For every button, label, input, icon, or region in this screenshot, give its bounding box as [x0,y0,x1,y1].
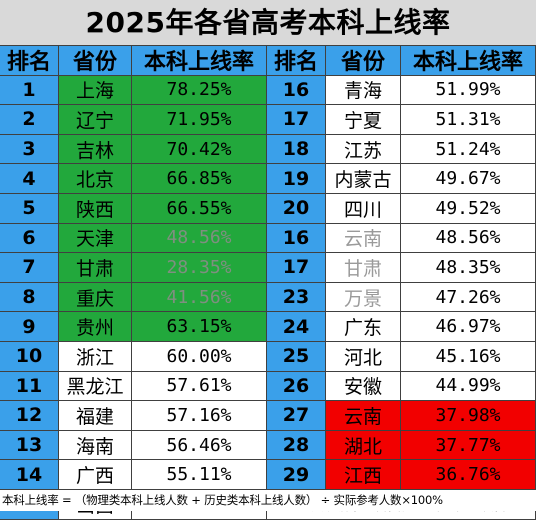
province-cell: 贵州 [59,312,132,342]
rate-cell: 48.56% [132,223,267,254]
rate-cell: 46.97% [401,312,536,342]
rank-cell: 11 [0,371,59,402]
rank-cell: 17 [267,105,326,135]
header-rate-right: 本科上线率 [401,46,536,76]
rate-cell: 48.35% [401,253,536,283]
rate-cell: 36.76% [401,460,536,490]
province-cell: 甘肃 [59,253,132,283]
header-rate-left: 本科上线率 [132,46,267,76]
rate-cell: 41.56% [132,282,267,313]
rate-cell: 28.35% [132,253,267,283]
rate-cell: 51.24% [401,134,536,165]
province-cell: 河北 [326,341,401,372]
rate-cell: 63.15% [132,312,267,342]
province-cell: 吉林 [59,134,132,165]
rank-cell: 16 [267,75,326,106]
province-cell: 广东 [326,312,401,342]
province-cell: 江西 [326,460,401,490]
province-cell: 安徽 [326,371,401,402]
rate-cell: 66.85% [132,164,267,194]
rate-cell: 48.56% [401,223,536,254]
province-cell: 湖北 [326,430,401,461]
province-cell: 内蒙古 [326,164,401,194]
province-cell: 甘肃 [326,253,401,283]
rate-cell: 56.46% [132,430,267,461]
rank-cell: 25 [267,341,326,372]
province-cell: 福建 [59,401,132,431]
rate-cell: 78.25% [132,75,267,106]
rank-cell: 1 [0,75,59,106]
province-cell: 青海 [326,75,401,106]
province-cell: 江苏 [326,134,401,165]
rate-cell: 55.11% [132,460,267,490]
rate-cell: 70.42% [132,134,267,165]
rank-cell: 19 [267,164,326,194]
province-cell: 天津 [59,223,132,254]
rate-cell: 57.16% [132,401,267,431]
table-title: 2025年各省高考本科上线率 [0,0,536,46]
rank-cell: 16 [267,223,326,254]
rank-cell: 10 [0,341,59,372]
rank-cell: 12 [0,401,59,431]
province-cell: 上海 [59,75,132,106]
province-cell: 四川 [326,193,401,224]
rank-cell: 13 [0,430,59,461]
rank-cell: 7 [0,253,59,283]
province-cell: 云南 [326,223,401,254]
rate-cell: 44.99% [401,371,536,402]
province-cell: 浙江 [59,341,132,372]
rank-cell: 5 [0,193,59,224]
header-rank-right: 排名 [267,46,326,76]
rate-cell: 47.26% [401,282,536,313]
rate-cell: 71.95% [132,105,267,135]
rate-cell: 57.61% [132,371,267,402]
rank-cell: 3 [0,134,59,165]
rank-cell: 9 [0,312,59,342]
ranking-table: 排名 省份 本科上线率 排名 省份 本科上线率 1 上海 78.25% 16 青… [0,46,536,520]
rank-cell: 26 [267,371,326,402]
formula-footnote: 本科上线率 = （物理类本科上线人数 + 历史类本科上线人数） ÷ 实际参考人数… [0,490,536,511]
province-cell: 广西 [59,460,132,490]
rank-cell: 8 [0,282,59,313]
rank-cell: 18 [267,134,326,165]
rate-cell: 60.00% [132,341,267,372]
rate-cell: 37.98% [401,401,536,431]
header-province-right: 省份 [326,46,401,76]
rank-cell: 27 [267,401,326,431]
rank-cell: 17 [267,253,326,283]
rank-cell: 4 [0,164,59,194]
province-cell: 陕西 [59,193,132,224]
rate-cell: 51.31% [401,105,536,135]
province-cell: 云南 [326,401,401,431]
province-cell: 宁夏 [326,105,401,135]
rank-cell: 24 [267,312,326,342]
rank-cell: 23 [267,282,326,313]
province-cell: 黑龙江 [59,371,132,402]
rate-cell: 45.16% [401,341,536,372]
rank-cell: 29 [267,460,326,490]
rank-cell: 6 [0,223,59,254]
rate-cell: 66.55% [132,193,267,224]
rate-cell: 51.99% [401,75,536,106]
rank-cell: 20 [267,193,326,224]
rank-cell: 14 [0,460,59,490]
header-province-left: 省份 [59,46,132,76]
province-cell: 辽宁 [59,105,132,135]
rate-cell: 37.77% [401,430,536,461]
rank-cell: 28 [267,430,326,461]
province-cell: 万景 [326,282,401,313]
header-rank-left: 排名 [0,46,59,76]
rank-cell: 2 [0,105,59,135]
rate-cell: 49.67% [401,164,536,194]
province-cell: 海南 [59,430,132,461]
rate-cell: 49.52% [401,193,536,224]
province-cell: 重庆 [59,282,132,313]
province-cell: 北京 [59,164,132,194]
